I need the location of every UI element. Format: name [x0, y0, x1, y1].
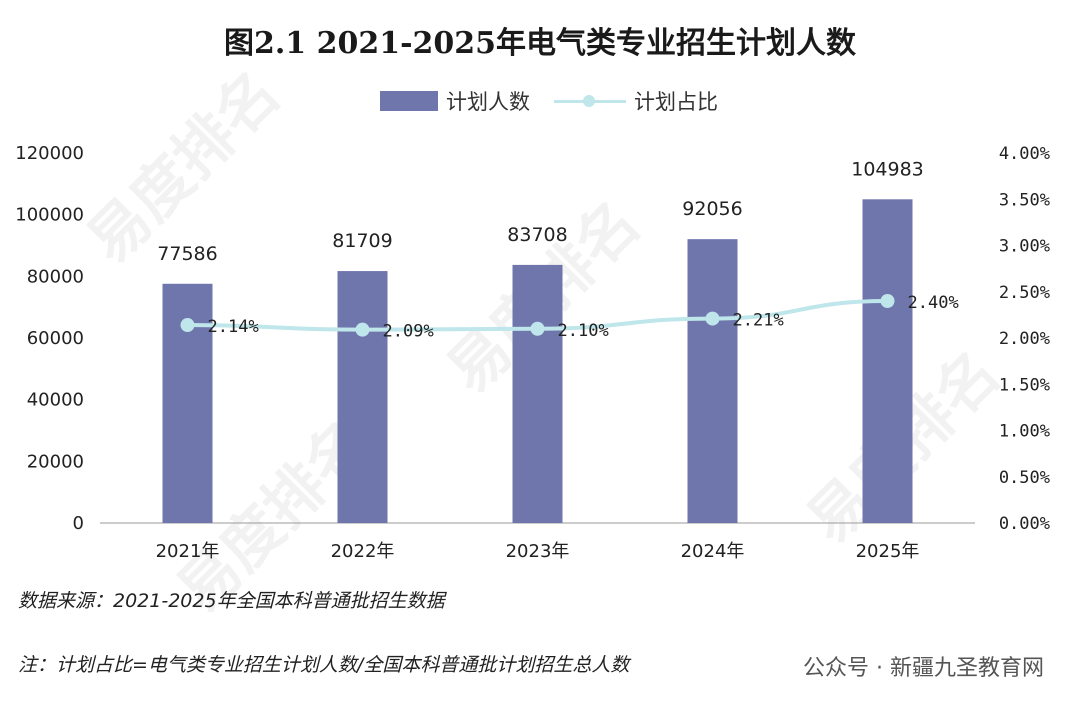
y-right-tick-label: 1.00%	[999, 422, 1050, 442]
y-left-tick-label: 0	[73, 513, 84, 534]
ratio-value-label: 2.21%	[733, 311, 784, 331]
legend-line-label: 计划占比	[634, 90, 718, 114]
legend: 计划人数 计划占比	[380, 86, 718, 116]
y-right-tick-label: 0.00%	[999, 514, 1050, 534]
bar-value-label: 83708	[507, 224, 567, 246]
bar-value-label: 92056	[682, 198, 742, 220]
y-left-tick-label: 60000	[27, 328, 84, 349]
bar-value-label: 104983	[851, 158, 924, 180]
ratio-point	[705, 311, 720, 326]
x-tick-label: 2024年	[681, 541, 745, 562]
y-left-tick-label: 100000	[15, 205, 84, 226]
y-right-tick-label: 2.00%	[999, 329, 1050, 349]
ratio-value-label: 2.40%	[908, 293, 959, 313]
ratio-point	[355, 322, 370, 337]
x-tick-label: 2023年	[506, 541, 570, 562]
source-note: 数据来源：2021-2025年全国本科普通批招生数据	[18, 590, 445, 612]
y-right-tick-label: 1.50%	[999, 375, 1050, 395]
bar	[862, 199, 913, 523]
ratio-point	[530, 321, 545, 336]
account-tag: 公众号 · 新疆九圣教育网	[803, 656, 1044, 681]
ratio-point	[880, 294, 895, 308]
formula-note: 注：计划占比=电气类专业招生计划人数/全国本科普通批计划招生总人数	[18, 654, 630, 676]
bar	[337, 271, 388, 523]
y-left-tick-label: 40000	[27, 390, 84, 411]
y-right-tick-label: 4.00%	[999, 144, 1050, 164]
x-tick-label: 2021年	[156, 541, 220, 562]
legend-line-swatch	[554, 91, 626, 111]
x-tick-label: 2022年	[331, 541, 395, 562]
ratio-value-label: 2.09%	[383, 322, 434, 342]
y-right-tick-label: 2.50%	[999, 283, 1050, 303]
bar-value-label: 77586	[157, 243, 217, 265]
y-right-tick-label: 3.50%	[999, 190, 1050, 210]
y-right-tick-label: 0.50%	[999, 468, 1050, 488]
legend-bar-label: 计划人数	[446, 90, 530, 114]
bar	[512, 264, 563, 523]
ratio-value-label: 2.10%	[558, 321, 609, 341]
y-left-tick-label: 20000	[27, 451, 84, 472]
y-left-tick-label: 80000	[27, 266, 84, 287]
legend-bar-swatch	[380, 91, 438, 111]
x-tick-label: 2025年	[856, 541, 920, 562]
ratio-value-label: 2.14%	[208, 317, 259, 337]
bar-value-label: 81709	[332, 230, 392, 252]
bar	[687, 239, 738, 524]
y-left-tick-label: 120000	[15, 143, 84, 164]
y-right-tick-label: 3.00%	[999, 237, 1050, 257]
ratio-point	[180, 318, 195, 333]
chart-title: 图2.1 2021-2025年电气类专业招生计划人数	[223, 26, 857, 61]
